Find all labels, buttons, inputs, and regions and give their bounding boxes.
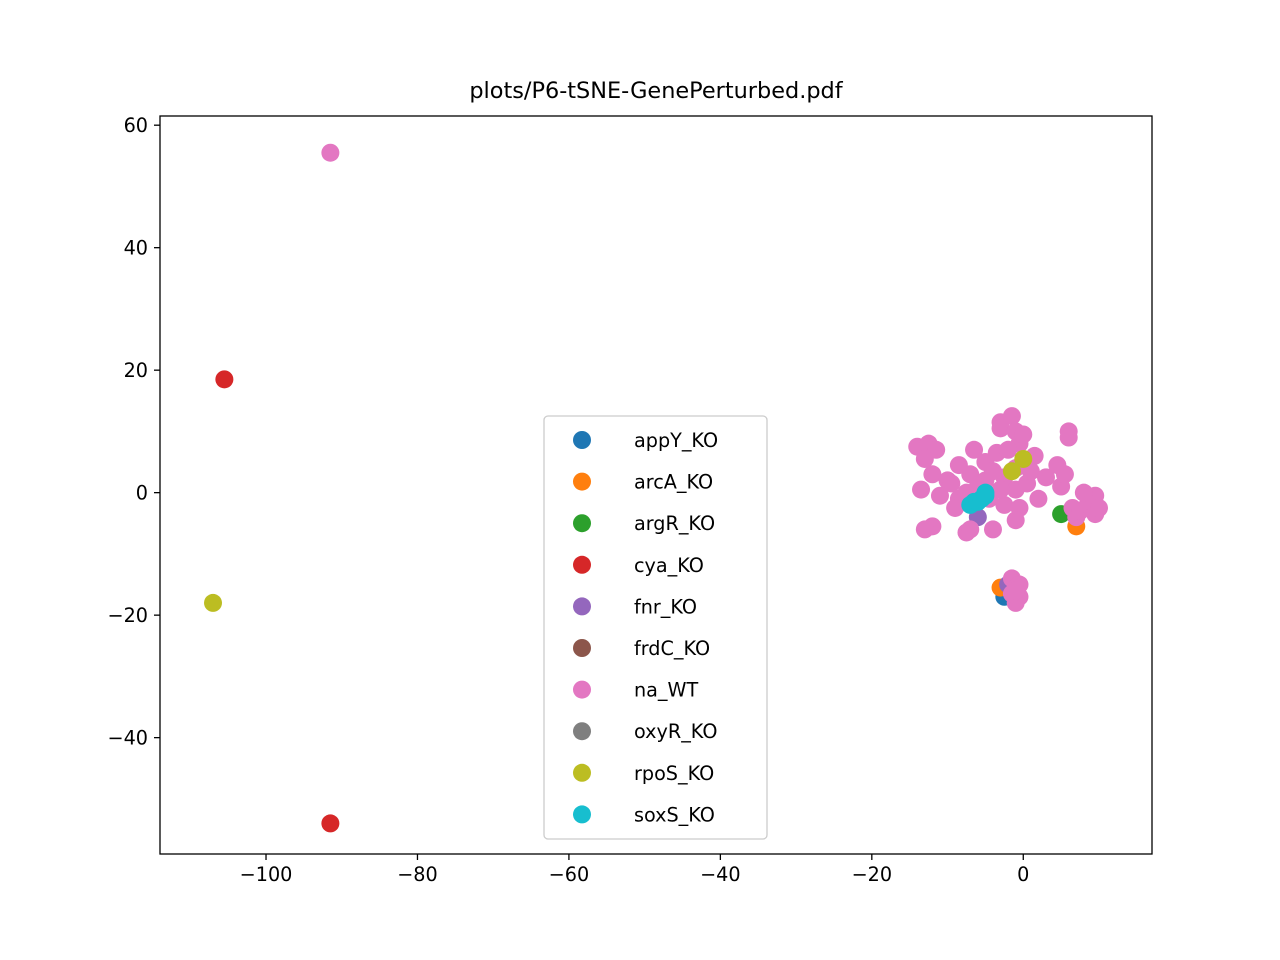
scatter-point-na_WT [1029,489,1048,508]
legend-label: argR_KO [634,512,715,535]
legend-label: oxyR_KO [634,720,717,743]
scatter-point-na_WT [923,465,942,484]
x-tick-label: −40 [700,863,741,886]
scatter-point-na_WT [965,440,984,459]
y-tick-label: −40 [108,727,149,750]
x-tick-label: −80 [397,863,438,886]
legend-marker-cya_KO [573,555,591,574]
y-tick-label: 40 [124,237,148,260]
y-tick-label: 0 [136,482,148,505]
scatter-point-na_WT [912,480,931,499]
scatter-point-rpoS_KO [1014,449,1033,468]
scatter-point-na_WT [961,520,980,539]
scatter-point-soxS_KO [976,483,995,502]
scatter-point-na_WT [1036,468,1055,487]
scatter-point-na_WT [930,486,949,505]
scatter-point-cya_KO [215,370,234,389]
scatter-point-na_WT [1055,465,1074,484]
scatter-point-na_WT [995,495,1014,514]
scatter-point-na_WT [1089,498,1108,517]
legend-label: appY_KO [634,429,718,452]
scatter-point-na_WT [915,520,934,539]
axis-ticks: −100 −80 −60 −40 −20 0 60 40 20 0 −20 −40 [108,114,1030,886]
legend-marker-fnr_KO [573,597,591,616]
scatter-point-na_WT [991,480,1010,499]
legend-label: soxS_KO [634,803,715,826]
scatter-point-na_WT [942,474,961,493]
x-tick-label: −100 [240,863,293,886]
scatter-point-cya_KO [321,814,340,833]
legend-marker-rpoS_KO [573,763,591,782]
y-tick-label: 20 [124,359,148,382]
legend-marker-arcA_KO [573,472,591,491]
scatter-point-rpoS_KO [1002,462,1021,481]
scatter-point-na_WT [1006,581,1025,600]
legend-marker-appY_KO [573,431,591,449]
scatter-point-na_WT [991,419,1010,438]
legend-label: fnr_KO [634,595,697,618]
scatter-point-na_WT [321,143,340,162]
legend-marker-argR_KO [573,514,591,533]
scatter-point-na_WT [915,449,934,468]
scatter-point-rpoS_KO [204,593,223,612]
scatter-point-na_WT [1059,428,1078,447]
legend: appY_KO arcA_KO argR_KO cya_KO fnr_KO frdC_KO… [543,415,768,840]
legend-marker-frdC_KO [573,639,591,657]
legend-box [543,415,768,840]
legend-label: rpoS_KO [634,762,714,785]
legend-marker-soxS_KO [573,805,591,824]
x-tick-label: 0 [1017,863,1029,886]
x-tick-label: −20 [852,863,893,886]
scatter-point-na_WT [1006,511,1025,530]
scatter-point-na_WT [1014,425,1033,444]
legend-marker-oxyR_KO [573,722,591,741]
x-tick-label: −60 [549,863,590,886]
legend-label: na_WT [634,679,698,702]
legend-marker-na_WT [573,680,591,699]
scatter-point-na_WT [983,520,1002,539]
scatter-point-na_WT [946,498,965,517]
y-tick-label: 60 [124,114,148,137]
scatter-point-na_WT [1074,483,1093,502]
y-tick-label: −20 [108,604,149,627]
scatter-point-na_WT [999,440,1018,459]
chart-title: plots/P6-tSNE-GenePerturbed.pdf [469,78,843,104]
legend-label: frdC_KO [634,637,710,660]
scatter-point-na_WT [1002,407,1021,426]
legend-label: arcA_KO [634,471,713,494]
plot-area-frame [159,115,1153,855]
legend-label: cya_KO [634,554,704,577]
data-points [204,143,1108,833]
